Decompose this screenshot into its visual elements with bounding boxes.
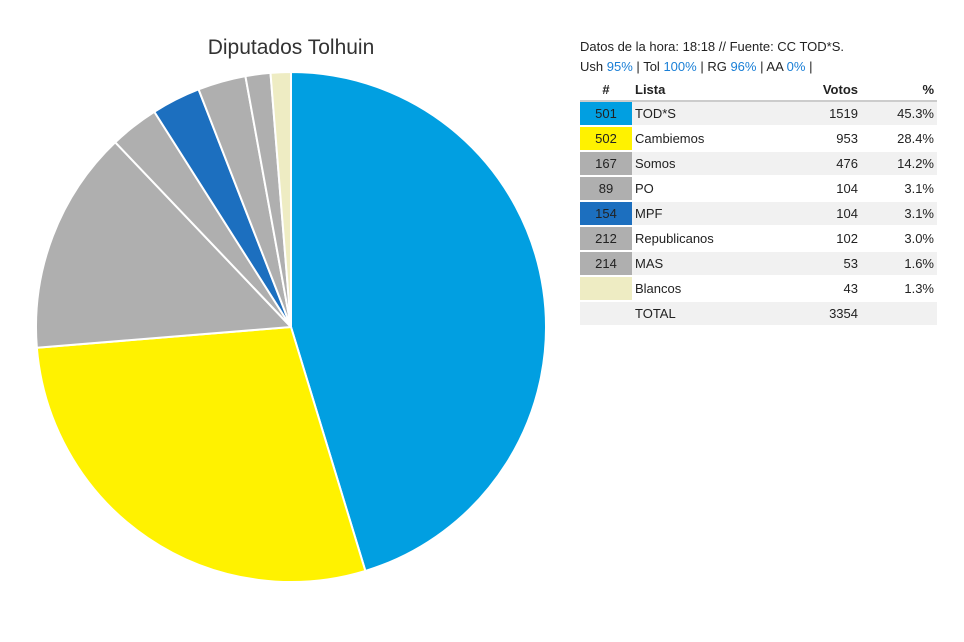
- row-pct: 14.2%: [861, 151, 937, 177]
- row-votos: 104: [785, 201, 861, 227]
- row-votos: 53: [785, 251, 861, 277]
- coverage-separator: |: [636, 59, 640, 74]
- coverage-label-aa: AA: [766, 59, 784, 74]
- results-table: # Lista Votos % 501 TOD*S 1519 45.3% 502 Camb…: [580, 78, 937, 327]
- row-pct: 28.4%: [861, 126, 937, 152]
- table-row: 502 Cambiemos 953 28.4%: [580, 126, 937, 152]
- pie-slice-blancos: [269, 71, 292, 328]
- info-line-source: Datos de la hora: 18:18 // Fuente: CC TO…: [580, 39, 844, 54]
- row-votos: 1519: [785, 101, 861, 127]
- table-row: Blancos 43 1.3%: [580, 276, 937, 302]
- row-pct: 1.3%: [861, 276, 937, 302]
- pie-slice-somos: [35, 141, 292, 349]
- row-votos: 102: [785, 226, 861, 252]
- row-lista-name: Somos: [632, 151, 785, 177]
- header-votos: Votos: [785, 78, 861, 102]
- table-row: 167 Somos 476 14.2%: [580, 151, 937, 177]
- table-total-row: TOTAL 3354: [580, 301, 937, 327]
- pie-slice-cambiemos: [35, 326, 367, 583]
- row-num-cell: 502: [580, 126, 632, 152]
- pie-chart: [35, 71, 547, 583]
- row-num-cell: 501: [580, 101, 632, 127]
- pie-slice-tod-s: [290, 71, 547, 572]
- coverage-value-aa: 0%: [786, 59, 806, 74]
- total-label: TOTAL: [632, 301, 785, 327]
- row-num-cell: 212: [580, 226, 632, 252]
- table-row: 212 Republicanos 102 3.0%: [580, 226, 937, 252]
- table-row: 154 MPF 104 3.1%: [580, 201, 937, 227]
- row-votos: 953: [785, 126, 861, 152]
- coverage-separator: |: [760, 59, 764, 74]
- table-row: 214 MAS 53 1.6%: [580, 251, 937, 277]
- row-lista-name: MAS: [632, 251, 785, 277]
- total-votos: 3354: [785, 301, 861, 327]
- row-pct: 45.3%: [861, 101, 937, 127]
- header-lista: Lista: [632, 78, 785, 102]
- row-votos: 476: [785, 151, 861, 177]
- row-votos: 104: [785, 176, 861, 202]
- coverage-label-rg: RG: [707, 59, 727, 74]
- row-lista-name: Republicanos: [632, 226, 785, 252]
- coverage-separator: |: [809, 59, 813, 74]
- row-lista-name: TOD*S: [632, 101, 785, 127]
- row-lista-name: Blancos: [632, 276, 785, 302]
- coverage-value-rg: 96%: [730, 59, 757, 74]
- row-pct: 3.1%: [861, 201, 937, 227]
- header-pct: %: [861, 78, 937, 102]
- row-pct: 3.0%: [861, 226, 937, 252]
- row-pct: 1.6%: [861, 251, 937, 277]
- info-coverage: Ush 95% | Tol 100% | RG 96% | AA 0% |: [580, 57, 844, 77]
- row-num-cell: 89: [580, 176, 632, 202]
- row-pct: 3.1%: [861, 176, 937, 202]
- chart-title: Diputados Tolhuin: [207, 36, 375, 59]
- row-num-cell: 154: [580, 201, 632, 227]
- row-lista-name: Cambiemos: [632, 126, 785, 152]
- row-lista-name: MPF: [632, 201, 785, 227]
- table-row: 89 PO 104 3.1%: [580, 176, 937, 202]
- row-num-cell: 214: [580, 251, 632, 277]
- coverage-value-tol: 100%: [663, 59, 697, 74]
- coverage-value-ush: 95%: [606, 59, 633, 74]
- total-pct-cell: [861, 301, 937, 327]
- row-votos: 43: [785, 276, 861, 302]
- info-panel: Datos de la hora: 18:18 // Fuente: CC TO…: [580, 37, 844, 77]
- header-num: #: [580, 78, 632, 102]
- row-num-cell: 167: [580, 151, 632, 177]
- coverage-label-ush: Ush: [580, 59, 604, 74]
- table-row: 501 TOD*S 1519 45.3%: [580, 101, 937, 127]
- total-num-cell: [580, 301, 632, 327]
- table-header-row: # Lista Votos %: [580, 78, 937, 102]
- coverage-separator: |: [700, 59, 704, 74]
- coverage-label-tol: Tol: [643, 59, 660, 74]
- row-num-cell: [580, 276, 632, 302]
- row-lista-name: PO: [632, 176, 785, 202]
